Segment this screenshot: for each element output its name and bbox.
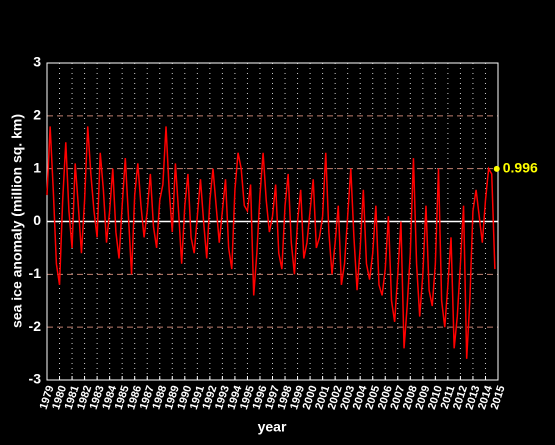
y-tick-label: 2 [33, 107, 41, 123]
y-tick-label: 0 [33, 212, 41, 228]
y-axis-label: sea ice anomaly (million sq. km) [9, 114, 25, 328]
y-tick-label: -1 [29, 265, 42, 281]
annotation-label: 0.996 [503, 160, 538, 176]
plot-frame [46, 62, 499, 381]
x-axis-label: year [258, 419, 287, 435]
y-tick-label: 1 [33, 159, 41, 175]
y-tick-label: -3 [29, 371, 42, 387]
y-tick-label: -2 [29, 318, 42, 334]
y-tick-label: 3 [33, 54, 41, 70]
data-line [46, 126, 496, 359]
annotation-dot [493, 165, 500, 172]
